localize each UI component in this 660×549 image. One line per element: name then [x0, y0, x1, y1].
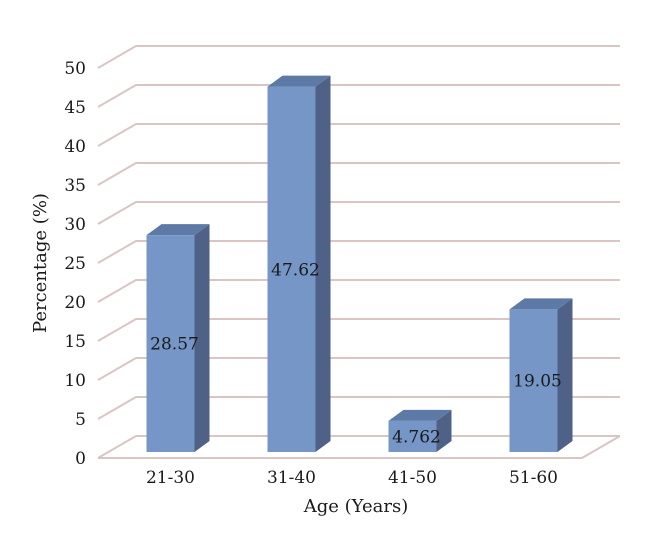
x-tick-label: 31-40 [267, 468, 316, 488]
x-tick-label: 41-50 [388, 468, 437, 488]
bar-top [267, 75, 331, 87]
bar-top [509, 298, 573, 310]
floor-side-edge [581, 435, 621, 459]
x-axis-ticks: 21-30 31-40 41-50 51-60 [146, 468, 558, 488]
gridline [97, 162, 620, 186]
bar-top [146, 224, 210, 236]
data-label: 19.05 [513, 372, 562, 392]
bar-side [315, 75, 331, 453]
bar-front [146, 235, 195, 452]
y-tick-label: 30 [64, 215, 86, 235]
y-axis-ticks: 0 5 10 15 20 25 30 35 40 45 50 [64, 59, 86, 469]
data-label: 47.62 [271, 260, 320, 280]
x-tick-label: 51-60 [509, 468, 558, 488]
bar-top [388, 409, 452, 421]
gridline [97, 318, 620, 342]
data-label: 4.762 [392, 427, 441, 447]
y-tick-label: 25 [64, 254, 86, 274]
bar-31-40: 47.62 [267, 75, 331, 453]
gridline [97, 435, 620, 459]
x-tick-label: 21-30 [146, 468, 195, 488]
y-tick-label: 50 [64, 59, 86, 79]
x-axis-title: Age (Years) [303, 496, 408, 517]
gridline [97, 84, 620, 108]
y-tick-label: 5 [75, 410, 86, 430]
y-tick-label: 45 [64, 98, 86, 118]
y-tick-label: 10 [64, 371, 86, 391]
bar-side [557, 298, 573, 452]
y-tick-label: 35 [64, 176, 86, 196]
data-label: 28.57 [150, 335, 199, 355]
gridline [97, 201, 620, 225]
bars: 28.57 47.62 4.762 19.05 [146, 75, 573, 453]
gridline [97, 396, 620, 420]
bar-51-60: 19.05 [509, 298, 573, 452]
gridline [97, 240, 620, 264]
y-tick-label: 15 [64, 332, 86, 352]
gridlines [97, 45, 621, 459]
y-tick-label: 40 [64, 137, 86, 157]
bar-21-30: 28.57 [146, 224, 210, 452]
bar-front [388, 420, 437, 452]
gridline [97, 123, 620, 147]
bar-front [509, 309, 558, 452]
y-tick-label: 0 [75, 449, 86, 469]
gridline [97, 45, 620, 69]
gridline [97, 279, 620, 303]
gridline [97, 357, 620, 381]
y-axis-title: Percentage (%) [30, 193, 51, 333]
bar-41-50: 4.762 [388, 409, 452, 452]
y-tick-label: 20 [64, 293, 86, 313]
bar-front [267, 86, 316, 453]
bar-side [194, 224, 210, 452]
bar-side [436, 409, 452, 452]
